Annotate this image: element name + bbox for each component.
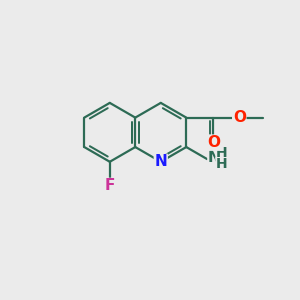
Text: O: O (207, 135, 220, 150)
Text: H: H (215, 146, 227, 160)
Text: H: H (215, 157, 227, 171)
Text: F: F (105, 178, 115, 194)
Text: N: N (154, 154, 167, 169)
Text: N: N (207, 150, 220, 165)
Text: O: O (233, 110, 246, 125)
